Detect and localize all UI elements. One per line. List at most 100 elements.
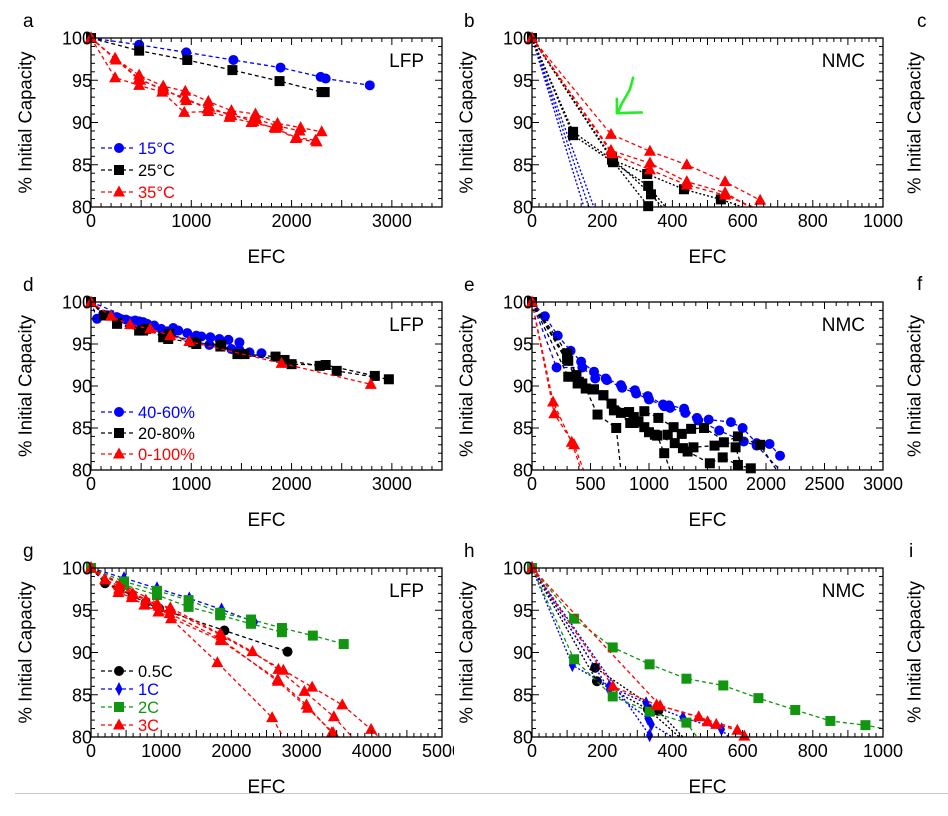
y-tick-label: 100 [503, 559, 533, 579]
data-point [624, 407, 635, 418]
data-point [301, 701, 314, 713]
legend-label: 15°C [138, 140, 175, 158]
divider-line [15, 793, 948, 794]
data-point [644, 394, 654, 405]
data-point [647, 717, 655, 732]
data-point [568, 130, 579, 141]
x-tick-label: 5000 [422, 741, 462, 761]
panel-letter: g [23, 541, 34, 562]
data-point [563, 371, 574, 382]
x-axis-label: EFC [248, 777, 286, 798]
legend-label: 35°C [138, 184, 175, 202]
y-tick-label: 90 [513, 377, 533, 397]
data-point [336, 698, 349, 710]
x-tick-label: 3000 [863, 474, 903, 494]
legend-label: 25°C [138, 162, 175, 180]
data-point [598, 390, 609, 401]
y-tick-label: 95 [513, 335, 533, 355]
y-tick-label: 80 [513, 461, 533, 481]
data-point [732, 431, 743, 442]
data-point [179, 91, 192, 103]
data-point [134, 325, 145, 336]
data-point [309, 133, 322, 145]
data-point [526, 561, 538, 573]
series-line [91, 568, 353, 737]
x-tick-label: 200 [587, 741, 617, 761]
data-point [681, 717, 692, 728]
series-lines [91, 38, 325, 93]
data-point [643, 163, 656, 175]
legend-item: 35°C [101, 184, 175, 202]
data-point [158, 332, 169, 343]
legend-marker [114, 428, 124, 438]
data-point [604, 127, 617, 139]
panel-letter: e [464, 275, 475, 296]
data-point [202, 94, 215, 106]
series-markers [85, 31, 328, 147]
data-point [704, 458, 715, 469]
data-point [608, 156, 619, 167]
series-lines [91, 568, 255, 623]
x-tick-label: 0 [86, 211, 96, 231]
y-axis-label: % Initial Capacity [15, 51, 36, 194]
data-point [338, 639, 349, 650]
series-line [532, 38, 750, 207]
arrow-head [615, 97, 644, 115]
y-tick-label: 90 [72, 643, 92, 663]
x-tick-label: 3000 [372, 474, 412, 494]
x-axis-label: EFC [689, 247, 727, 268]
y-tick-label: 100 [62, 293, 92, 313]
data-point [569, 654, 580, 665]
series-lines [91, 38, 322, 143]
data-point [182, 328, 193, 339]
data-point [590, 373, 601, 384]
legend-item: 40-60% [101, 404, 195, 422]
x-tick-label: 1000 [141, 741, 181, 761]
x-tick-label: 600 [728, 211, 758, 231]
data-point [646, 728, 654, 743]
data-point [725, 417, 736, 428]
data-point [562, 348, 573, 359]
data-point [205, 332, 216, 343]
series-markers [85, 295, 377, 389]
series-line [532, 38, 743, 207]
panel-e: e 0 500 1000 1500 2000 2500 3000 80 85 90 95 100 EFC%… [456, 275, 904, 531]
x-tick-label: 3000 [372, 211, 412, 231]
series-line [91, 568, 380, 737]
data-point [606, 679, 619, 691]
legend-item: 15°C [101, 140, 175, 158]
data-point [607, 691, 618, 702]
y-tick-label: 90 [72, 377, 92, 397]
data-point [134, 45, 145, 56]
data-point [279, 354, 290, 365]
y-tick-label: 80 [72, 728, 92, 748]
data-point [731, 723, 744, 735]
series-markers [86, 33, 375, 91]
series-markers [528, 561, 726, 743]
data-point [717, 452, 728, 463]
data-point [568, 438, 581, 450]
data-point [631, 388, 642, 399]
data-point [719, 188, 732, 200]
data-point [745, 463, 756, 474]
data-point [644, 427, 654, 438]
data-point [249, 107, 262, 119]
panel-letter: c [917, 11, 927, 32]
data-point [275, 356, 288, 368]
data-point [277, 663, 290, 675]
data-point [266, 711, 279, 723]
x-tick-label: 0 [527, 211, 537, 231]
legend-item: 25°C [101, 162, 175, 180]
axis-ticks [90, 37, 443, 208]
panel-letter: b [464, 11, 475, 32]
data-point [105, 309, 118, 321]
x-axis-label: EFC [689, 777, 727, 798]
series-line [91, 38, 325, 93]
x-tick-label: 800 [798, 211, 828, 231]
data-point [138, 598, 151, 610]
data-point [526, 31, 538, 43]
y-tick-label: 85 [513, 685, 533, 705]
data-point [643, 156, 656, 168]
series-line [91, 38, 316, 141]
